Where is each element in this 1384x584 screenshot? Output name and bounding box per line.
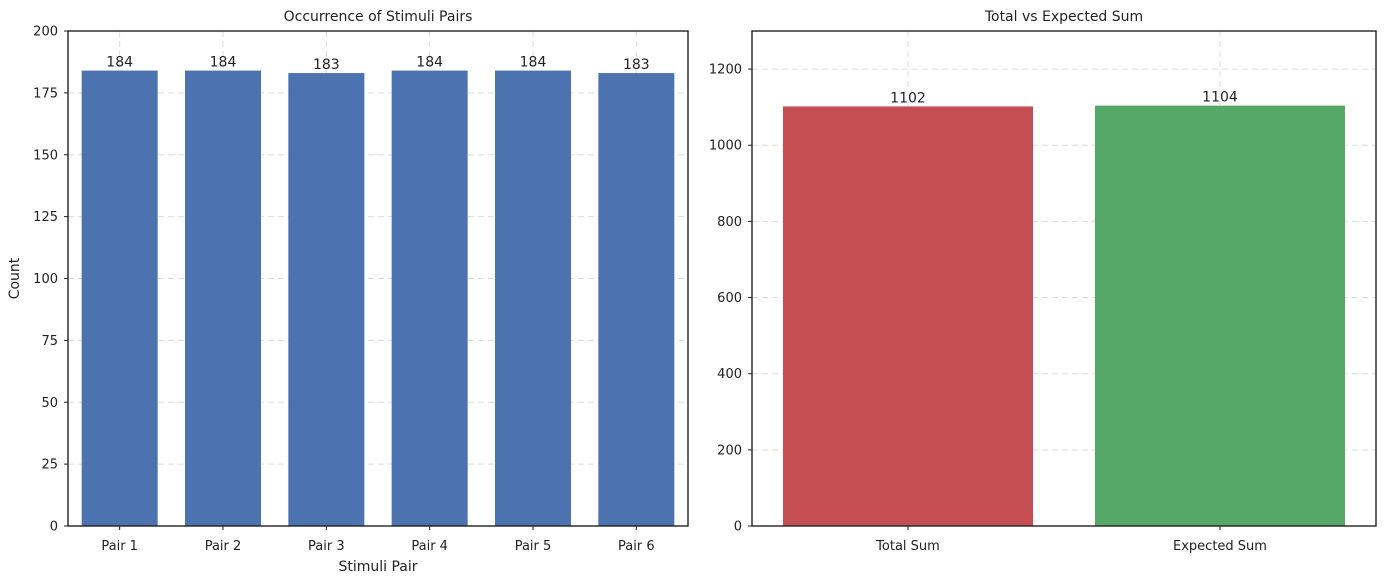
- data-label: 1104: [1202, 90, 1238, 106]
- y-tick-label: 800: [717, 215, 742, 230]
- bar-total-sum: [783, 106, 1033, 527]
- y-tick-label: 1200: [709, 63, 742, 78]
- y-tick-label: 25: [41, 458, 58, 473]
- x-tick-label: Pair 5: [515, 539, 552, 554]
- x-axis-label: Stimuli Pair: [338, 559, 417, 575]
- chart-1: 184 184 183 184 184 183 0 25 50 75 100 125 150 175 200…: [7, 9, 689, 575]
- x-tick-label: Pair 6: [618, 539, 655, 554]
- chart-title: Total vs Expected Sum: [984, 9, 1143, 25]
- y-tick-label: 0: [50, 520, 58, 535]
- y-tick-label: 100: [33, 272, 58, 287]
- y-tick-label: 200: [717, 443, 742, 458]
- bar-pair-1: [81, 70, 158, 526]
- data-label: 184: [416, 55, 443, 71]
- y-axis-label: Count: [7, 257, 23, 299]
- x-tick-label: Total Sum: [875, 539, 940, 554]
- bar-pair-2: [185, 70, 261, 526]
- x-tick-label: Pair 4: [411, 539, 448, 554]
- data-label: 184: [520, 55, 547, 71]
- data-label: 184: [106, 55, 133, 71]
- y-tick-label: 600: [717, 291, 742, 306]
- y-tick-label: 200: [33, 25, 58, 40]
- data-label: 184: [210, 55, 237, 71]
- y-tick-label: 150: [33, 148, 58, 163]
- data-label: 183: [313, 57, 340, 73]
- y-tick-label: 0: [734, 520, 742, 535]
- chart-title: Occurrence of Stimuli Pairs: [284, 9, 473, 25]
- bar-pair-5: [495, 70, 571, 526]
- chart-2: 1102 1104 0 200 400 600 800 1000 1200 Total Sum Ex…: [709, 9, 1377, 554]
- data-label: 183: [623, 57, 650, 73]
- bar-pair-6: [598, 73, 675, 526]
- x-tick-label: Expected Sum: [1173, 539, 1267, 554]
- bar-pair-4: [391, 70, 468, 526]
- data-label: 1102: [890, 90, 926, 106]
- plot-frame: [751, 30, 1377, 527]
- y-tick-label: 125: [33, 210, 58, 225]
- y-tick-label: 50: [41, 396, 58, 411]
- x-tick-label: Pair 2: [205, 539, 242, 554]
- y-tick-label: 175: [33, 86, 58, 101]
- x-tick-label: Pair 1: [101, 539, 138, 554]
- y-tick-label: 75: [41, 334, 58, 349]
- y-tick-label: 1000: [709, 139, 742, 154]
- y-tick-label: 400: [717, 367, 742, 382]
- bar-pair-3: [288, 73, 365, 526]
- bar-expected-sum: [1095, 105, 1345, 526]
- x-tick-label: Pair 3: [308, 539, 345, 554]
